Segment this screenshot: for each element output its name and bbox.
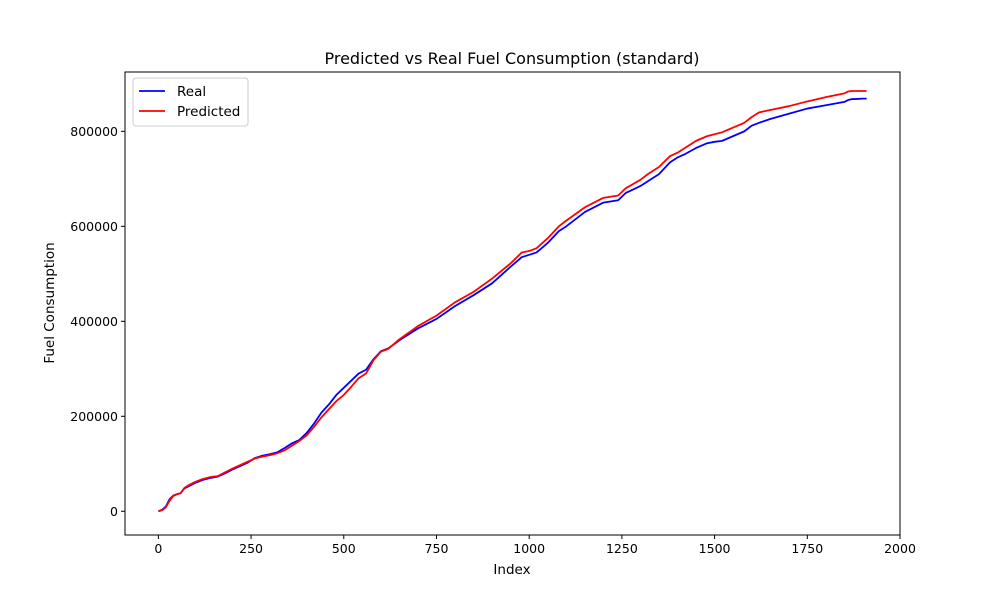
y-tick-label: 400000 [70, 314, 118, 329]
x-tick-label: 250 [239, 541, 263, 556]
legend: Real Predicted [132, 77, 249, 127]
y-tick-label: 600000 [70, 219, 118, 234]
series-line-real [158, 97, 867, 513]
x-tick-label: 1500 [699, 541, 731, 556]
x-tick-label: 1250 [606, 541, 638, 556]
plot-frame [124, 71, 901, 536]
series-line-predicted [158, 90, 867, 513]
plot-area: 0 250 500 750 1000 1250 1500 1750 2000 0 200000 400… [70, 71, 916, 556]
x-tick-label: 750 [425, 541, 449, 556]
y-tick-label: 0 [110, 504, 118, 519]
x-tick-label: 2000 [884, 541, 916, 556]
x-tick-label: 1000 [513, 541, 545, 556]
legend-label-predicted: Predicted [177, 104, 240, 120]
y-axis-label: Fuel Consumption [42, 242, 58, 363]
x-tick-label: 500 [332, 541, 356, 556]
y-tick-label: 800000 [70, 124, 118, 139]
x-tick-label: 0 [154, 541, 162, 556]
x-axis-label: Index [493, 562, 530, 578]
x-tick-label: 1750 [791, 541, 823, 556]
legend-label-real: Real [177, 84, 206, 100]
legend-box [132, 77, 249, 127]
chart-title: Predicted vs Real Fuel Consumption (stan… [324, 49, 699, 68]
y-tick-label: 200000 [70, 409, 118, 424]
